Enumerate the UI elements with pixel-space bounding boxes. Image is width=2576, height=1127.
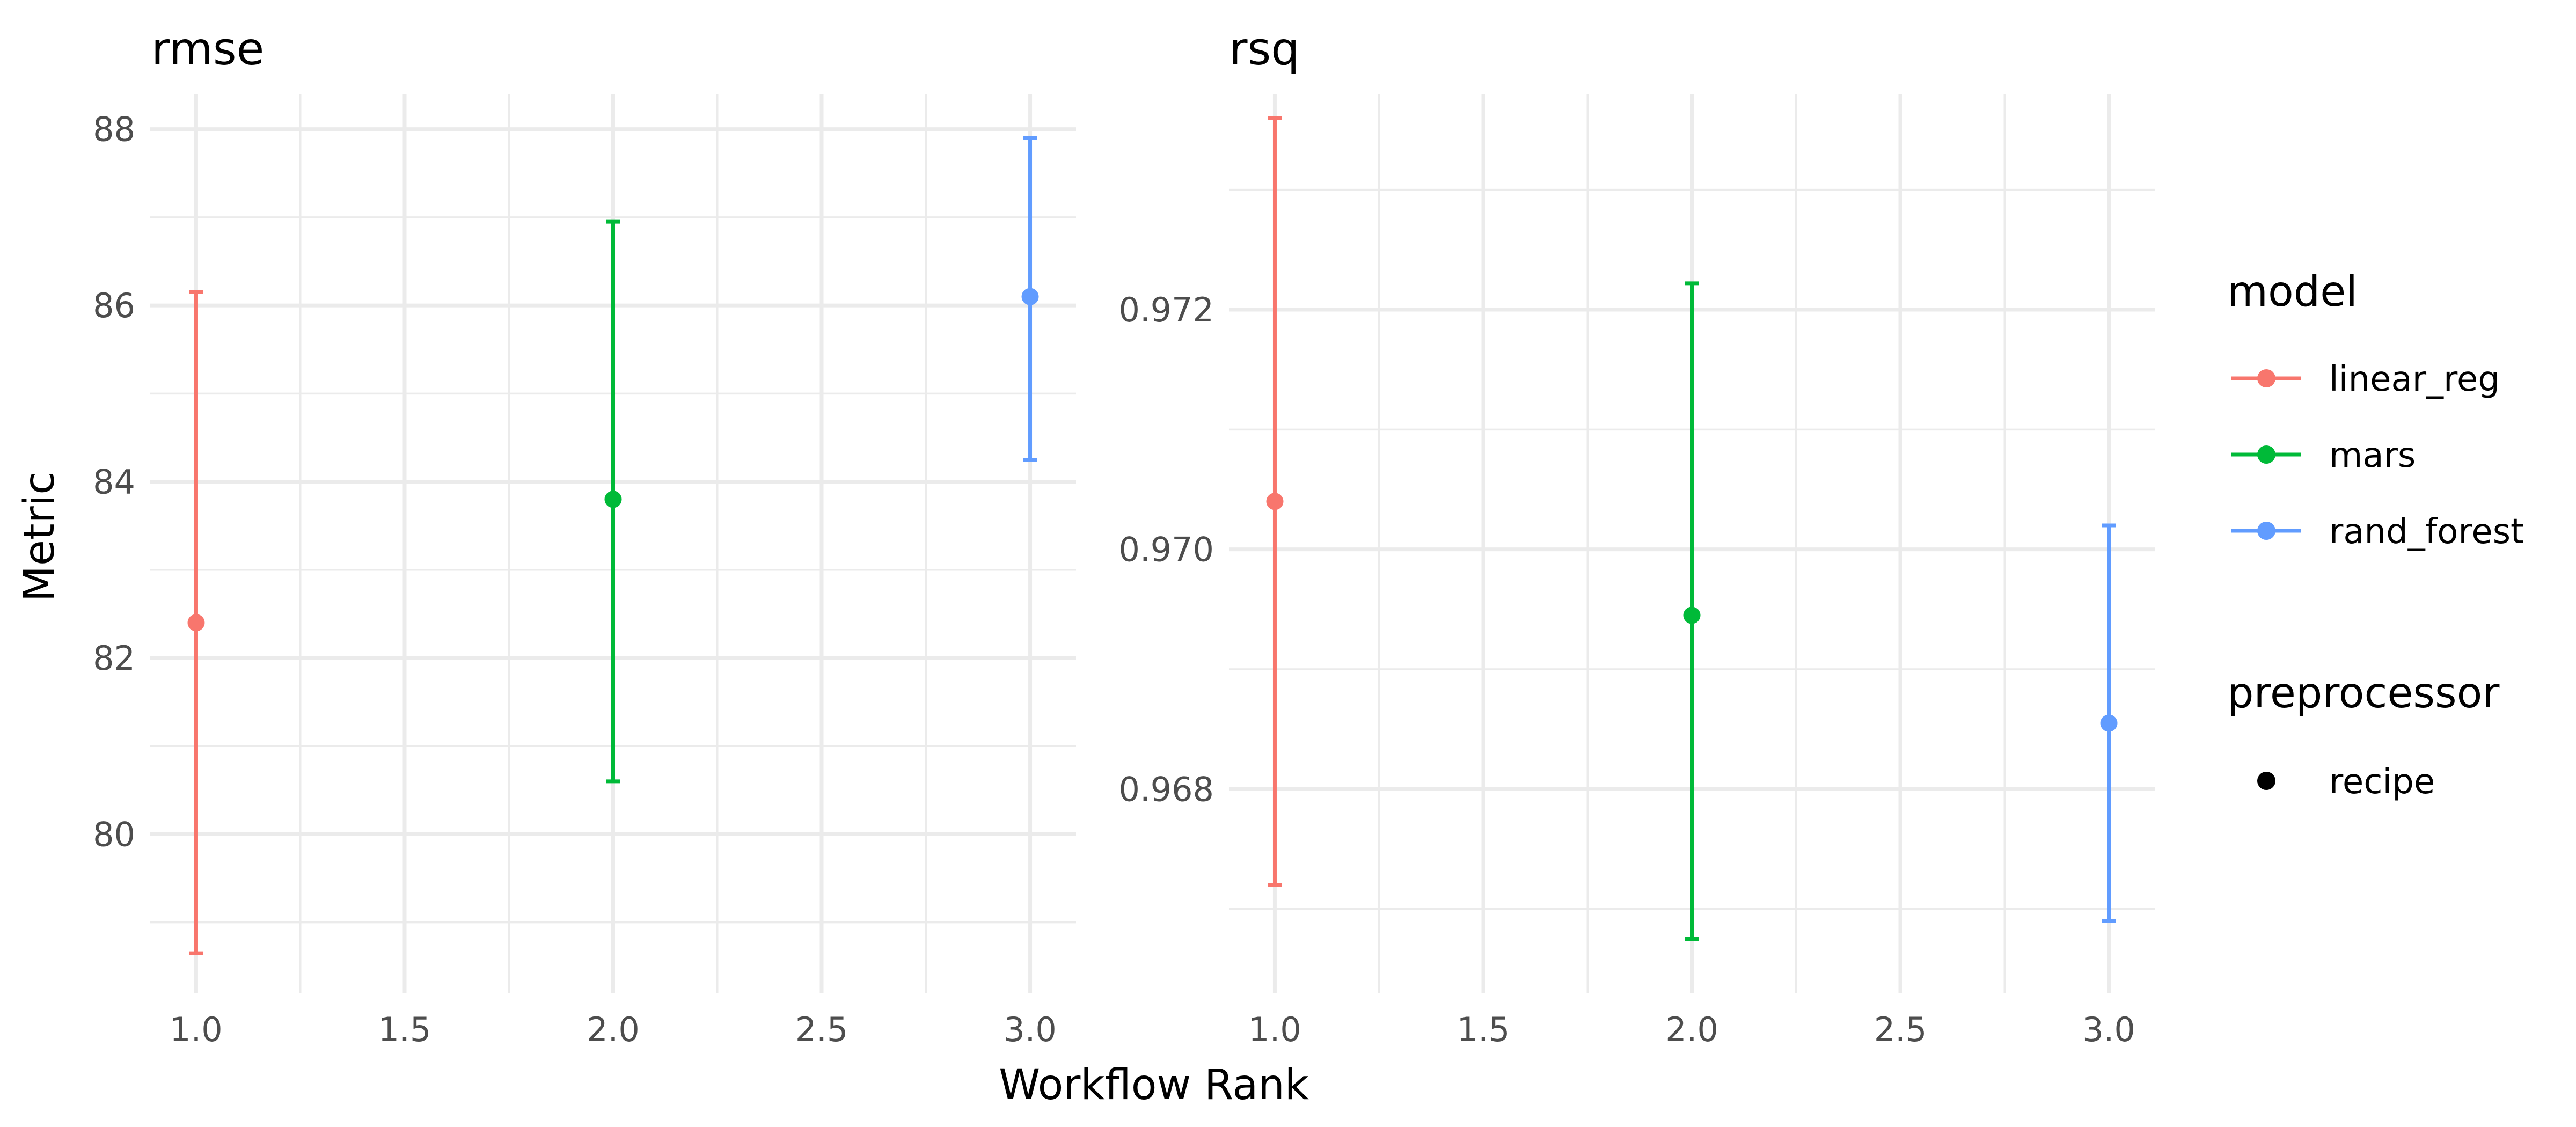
legend-title-preprocessor: preprocessor xyxy=(2227,669,2500,718)
legend-key-point xyxy=(2257,445,2275,464)
y-tick-label: 82 xyxy=(93,639,135,678)
x-axis-title: Workflow Rank xyxy=(999,1061,1309,1109)
legend-title-model: model xyxy=(2227,268,2358,316)
x-tick-label: 2.5 xyxy=(795,1010,848,1049)
legend-label: linear_reg xyxy=(2329,360,2500,399)
y-tick-label: 84 xyxy=(93,463,135,502)
y-tick-label: 0.968 xyxy=(1119,770,1214,809)
legend-label: rand_forest xyxy=(2329,512,2524,552)
y-tick-label: 0.972 xyxy=(1119,290,1214,330)
legend-entry-mars: mars xyxy=(2231,436,2416,475)
errorbar-mars xyxy=(1683,281,1701,941)
panel-title: rmse xyxy=(151,23,264,75)
legend-label: recipe xyxy=(2329,762,2435,802)
x-tick-label: 3.0 xyxy=(1004,1010,1057,1049)
y-tick-label: 86 xyxy=(93,286,135,325)
y-axis-title: Metric xyxy=(16,472,64,602)
point-rand_forest xyxy=(1021,288,1039,305)
errorbar-linear_reg xyxy=(1266,116,1284,887)
x-tick-label: 2.5 xyxy=(1874,1010,1927,1049)
rmse-panel: rmse 1.0 1.5 2.0 2.5 3.0 80 82 84 86 88 xyxy=(93,23,1076,1049)
panel-title: rsq xyxy=(1229,23,1300,75)
legend-entry-linear_reg: linear_reg xyxy=(2231,360,2500,399)
y-tick-label: 88 xyxy=(93,110,135,149)
x-tick-label: 1.5 xyxy=(1457,1010,1510,1049)
legend-key-point xyxy=(2257,369,2275,387)
legend-key-point xyxy=(2257,522,2275,540)
errorbar-rand_forest xyxy=(2100,523,2118,923)
errorbar-linear_reg xyxy=(187,290,205,955)
x-tick-label: 1.5 xyxy=(378,1010,431,1049)
point-linear_reg xyxy=(187,614,205,632)
y-tick-label: 80 xyxy=(93,815,135,854)
x-tick-label: 1.0 xyxy=(170,1010,223,1049)
point-mars xyxy=(604,491,622,508)
legend-entry-rand_forest: rand_forest xyxy=(2231,512,2524,552)
legend-preprocessor-entries: recipe xyxy=(2257,762,2435,802)
errorbar-mars xyxy=(604,219,622,784)
x-tick-label: 2.0 xyxy=(1665,1010,1718,1049)
y-tick-label: 0.970 xyxy=(1119,530,1214,569)
point-rand_forest xyxy=(2100,714,2118,732)
point-linear_reg xyxy=(1266,493,1284,510)
point-mars xyxy=(1683,606,1701,624)
legend-entry-recipe: recipe xyxy=(2257,762,2435,802)
errorbar-rand_forest xyxy=(1021,136,1039,462)
x-tick-label: 1.0 xyxy=(1248,1010,1301,1049)
x-tick-label: 2.0 xyxy=(587,1010,640,1049)
x-tick-label: 3.0 xyxy=(2082,1010,2135,1049)
rsq-panel: rsq 1.0 1.5 2.0 2.5 3.0 0.968 0.970 0.972 xyxy=(1119,23,2155,1049)
legend-label: mars xyxy=(2329,436,2416,475)
legend-key-point xyxy=(2257,772,2275,790)
